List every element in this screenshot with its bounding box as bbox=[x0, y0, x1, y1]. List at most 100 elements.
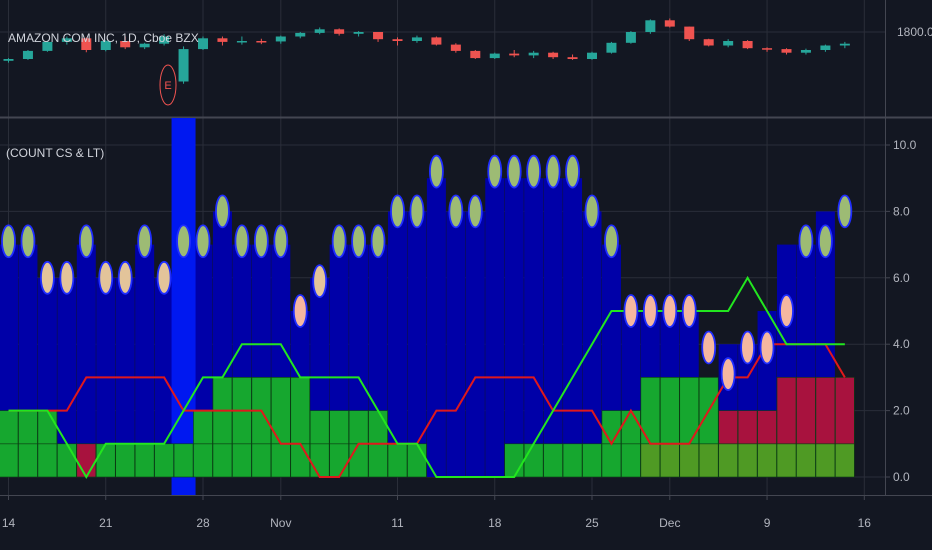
signal-dot bbox=[117, 260, 133, 295]
count-bar-upper bbox=[329, 410, 349, 445]
x-tick-label: Nov bbox=[270, 516, 291, 530]
signal-dot bbox=[779, 294, 794, 328]
earnings-circle[interactable] bbox=[159, 64, 177, 106]
count-bar-upper bbox=[290, 377, 311, 445]
count-bar-lower bbox=[329, 443, 349, 478]
candle-body bbox=[314, 29, 325, 33]
area-bar bbox=[524, 178, 544, 477]
count-bar-lower bbox=[718, 443, 738, 478]
count-bar-lower bbox=[76, 443, 97, 478]
candle-body bbox=[450, 44, 461, 51]
count-bar-lower bbox=[698, 443, 719, 478]
earnings-marker[interactable]: E bbox=[159, 64, 177, 106]
count-bar-lower bbox=[368, 443, 388, 478]
candle-body bbox=[353, 32, 364, 34]
indicator-panel[interactable] bbox=[0, 118, 855, 495]
count-bar-lower bbox=[659, 443, 680, 478]
signal-dot bbox=[681, 294, 697, 328]
candle-body bbox=[625, 32, 636, 43]
count-bar-lower bbox=[679, 443, 700, 478]
indicator-y-axis[interactable]: 0.0 2.0 4.0 6.0 8.0 10.0 bbox=[885, 138, 917, 484]
candle-body bbox=[217, 38, 228, 42]
count-bar-lower bbox=[95, 443, 116, 478]
x-tick-label: 14 bbox=[2, 516, 16, 530]
earnings-label[interactable]: E bbox=[164, 80, 171, 92]
candle-body bbox=[567, 57, 578, 59]
count-bar-upper bbox=[348, 410, 369, 445]
count-bar-upper bbox=[796, 377, 816, 445]
count-bar-lower bbox=[640, 443, 661, 478]
count-bar-upper bbox=[309, 410, 330, 445]
signal-dot bbox=[584, 194, 600, 229]
candle-body bbox=[664, 20, 675, 27]
candle-body bbox=[645, 20, 656, 32]
candle-body bbox=[139, 43, 150, 48]
candle-body bbox=[275, 36, 286, 42]
area-bar bbox=[388, 211, 407, 477]
candle-body bbox=[431, 37, 442, 45]
signal-dot bbox=[98, 260, 114, 295]
signal-dot bbox=[273, 224, 289, 259]
signal-dot bbox=[545, 154, 561, 189]
time-axis[interactable]: 14 21 28 Nov 11 18 25 Dec 9 16 bbox=[2, 495, 871, 530]
candle-body bbox=[81, 38, 92, 50]
count-bar-lower bbox=[270, 443, 291, 478]
x-tick-label: 18 bbox=[488, 516, 502, 530]
x-tick-label: 16 bbox=[858, 516, 872, 530]
count-bar-upper bbox=[835, 377, 855, 445]
signal-dot bbox=[78, 224, 94, 259]
signal-dot bbox=[390, 194, 405, 229]
count-bar-lower bbox=[523, 443, 544, 478]
candle-body bbox=[334, 29, 345, 34]
highlight-column bbox=[171, 118, 196, 495]
count-bar-upper bbox=[776, 377, 797, 445]
x-tick-label: 28 bbox=[196, 516, 210, 530]
count-bar-lower bbox=[348, 443, 369, 478]
count-bar-lower bbox=[835, 443, 855, 478]
signal-dot bbox=[604, 224, 619, 259]
count-bar-lower bbox=[18, 443, 38, 478]
signal-dot bbox=[176, 224, 191, 259]
price-panel[interactable] bbox=[3, 18, 850, 84]
count-bar-upper bbox=[0, 410, 19, 445]
count-bar-lower bbox=[232, 443, 252, 478]
green-line bbox=[8, 275, 845, 479]
count-bar-lower bbox=[309, 443, 330, 478]
signal-dot bbox=[448, 194, 464, 229]
y-tick-label: 0.0 bbox=[893, 470, 910, 484]
candle-body bbox=[489, 53, 500, 59]
count-bar-lower bbox=[776, 443, 797, 478]
candle-body bbox=[159, 36, 170, 44]
signal-dot bbox=[137, 224, 153, 259]
count-bar-lower bbox=[815, 443, 836, 478]
signal-dot bbox=[351, 224, 367, 259]
candle-body bbox=[606, 42, 617, 53]
count-bar-lower bbox=[737, 443, 758, 478]
area-bar bbox=[504, 178, 524, 477]
count-bar-lower bbox=[796, 443, 816, 478]
count-bar-lower bbox=[504, 443, 525, 478]
signal-dot bbox=[662, 294, 678, 328]
count-bar-lower bbox=[621, 443, 641, 478]
count-bar-lower bbox=[290, 443, 311, 478]
area-bar bbox=[563, 178, 583, 477]
count-bar-upper bbox=[757, 410, 777, 445]
area-bar bbox=[446, 211, 466, 477]
red-line bbox=[8, 343, 846, 478]
area-bar bbox=[426, 178, 446, 477]
count-bar-lower bbox=[193, 443, 213, 478]
y-tick-label: 4.0 bbox=[893, 337, 910, 351]
indicator-title: (COUNT CS & LT) bbox=[6, 146, 104, 160]
signal-dot bbox=[428, 154, 444, 189]
candle-body bbox=[509, 53, 520, 56]
count-bar-lower bbox=[407, 443, 427, 478]
x-tick-label: 11 bbox=[391, 516, 404, 530]
area-bar bbox=[57, 277, 77, 477]
candle-body bbox=[295, 32, 306, 37]
signal-dot bbox=[837, 194, 853, 229]
x-tick-label: 21 bbox=[99, 516, 113, 530]
candle-body bbox=[742, 41, 753, 49]
candle-body bbox=[256, 41, 267, 43]
count-bar-upper bbox=[659, 377, 680, 445]
signal-dot bbox=[195, 224, 211, 259]
